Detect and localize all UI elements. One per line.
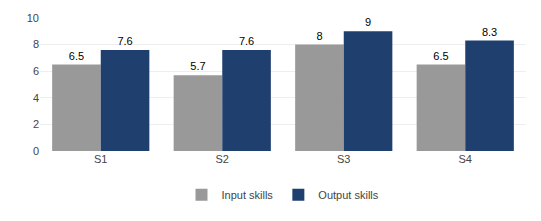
svg-text:S2: S2 (216, 153, 229, 165)
svg-text:9: 9 (365, 16, 371, 28)
svg-text:2: 2 (33, 118, 39, 130)
svg-text:6.5: 6.5 (433, 50, 448, 62)
svg-text:0: 0 (33, 145, 39, 157)
svg-text:Output skills: Output skills (318, 189, 378, 201)
svg-text:8: 8 (316, 30, 322, 42)
svg-text:4: 4 (33, 92, 39, 104)
svg-text:6.5: 6.5 (69, 50, 84, 62)
svg-text:7.6: 7.6 (117, 35, 132, 47)
svg-text:7.6: 7.6 (239, 35, 254, 47)
svg-text:S3: S3 (337, 153, 350, 165)
svg-text:8.3: 8.3 (482, 26, 497, 38)
svg-text:8: 8 (33, 38, 39, 50)
svg-text:6: 6 (33, 65, 39, 77)
svg-text:S1: S1 (94, 153, 107, 165)
svg-text:10: 10 (27, 12, 39, 24)
svg-text:5.7: 5.7 (190, 60, 205, 72)
svg-text:S4: S4 (459, 153, 472, 165)
svg-text:Input skills: Input skills (222, 189, 274, 201)
